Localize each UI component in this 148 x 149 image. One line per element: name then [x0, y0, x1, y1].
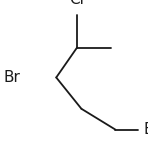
Text: Br: Br [4, 70, 21, 85]
Text: Cl: Cl [70, 0, 84, 7]
Text: Br: Br [144, 122, 148, 137]
